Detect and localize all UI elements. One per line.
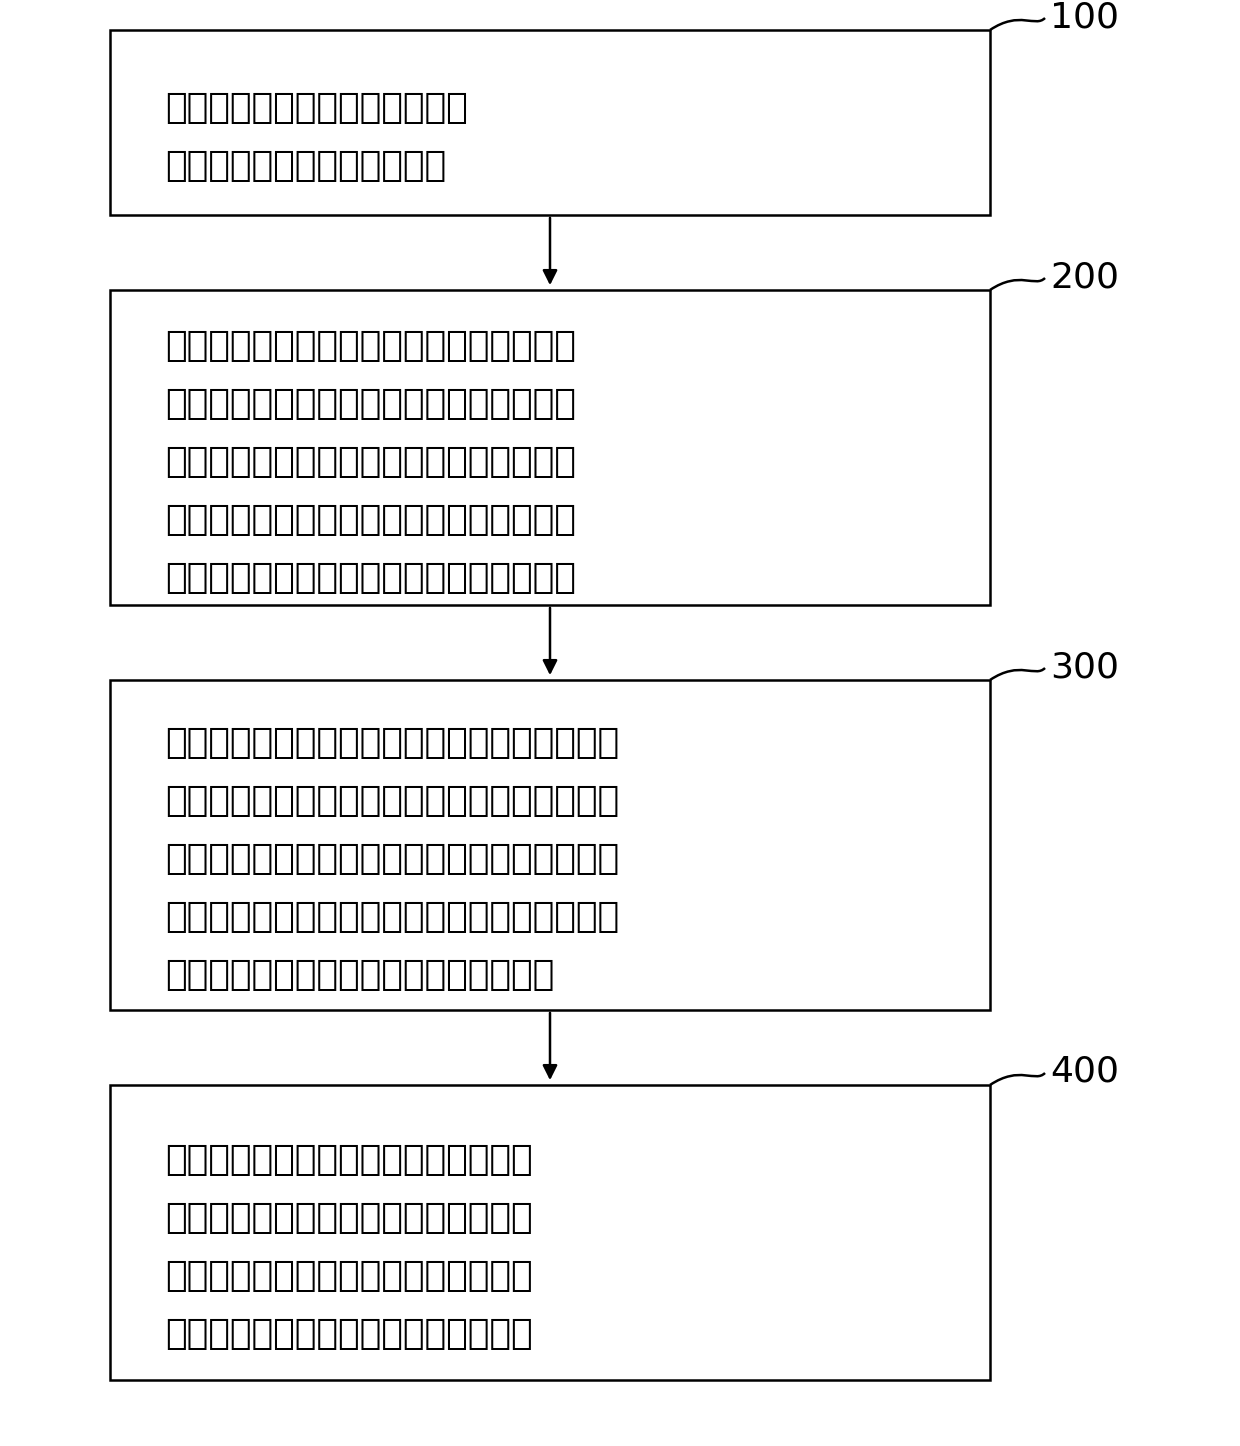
Text: 前接入的能源车充电；根据充电桩的最大功: 前接入的能源车充电；根据充电桩的最大功	[165, 444, 575, 479]
Text: 获取接入充电桩的能源车的充电: 获取接入充电桩的能源车的充电	[165, 91, 467, 124]
Text: 200: 200	[1050, 260, 1118, 294]
Text: 接入的能源车充电；若当前充电桩可用功率信息: 接入的能源车充电；若当前充电桩可用功率信息	[165, 842, 619, 876]
Bar	[110, 291, 990, 604]
Text: 可用功率信息以对当前接入的能源车充电: 可用功率信息以对当前接入的能源车充电	[165, 959, 554, 992]
Text: 400: 400	[1050, 1056, 1118, 1089]
Text: 率信息以及当前充电桩所输出的当前输出功: 率信息以及当前充电桩所输出的当前输出功	[165, 503, 575, 536]
Text: 率信息以形成所述当前充电桩可用功率信息: 率信息以形成所述当前充电桩可用功率信息	[165, 561, 575, 594]
Text: 功率以形成当前车辆功率信息: 功率以形成当前车辆功率信息	[165, 149, 446, 182]
Text: 率信息，充电桩根据当前车辆功率信息以对当前: 率信息，充电桩根据当前车辆功率信息以对当前	[165, 784, 619, 818]
Text: 300: 300	[1050, 651, 1118, 684]
Text: 接入充电桩的能源车根据接入充电桩的: 接入充电桩的能源车根据接入充电桩的	[165, 1258, 533, 1293]
Text: 100: 100	[1050, 0, 1118, 35]
Bar	[110, 680, 990, 1009]
Text: 息等于充电桩的最大功率信息时，后续: 息等于充电桩的最大功率信息时，后续	[165, 1200, 533, 1235]
Text: 若当前充电桩可用功率信息大于等于当前车辆功: 若当前充电桩可用功率信息大于等于当前车辆功	[165, 726, 619, 761]
Bar	[110, 30, 990, 215]
Text: 若当前充电桩所输出的当前输出功率信: 若当前充电桩所输出的当前输出功率信	[165, 1142, 533, 1177]
Text: 根据当前车辆功率信息以及预先获取的当前: 根据当前车辆功率信息以及预先获取的当前	[165, 328, 575, 363]
Text: 充电桩可用功率信息以匹配相应的功率对当: 充电桩可用功率信息以匹配相应的功率对当	[165, 386, 575, 421]
Bar	[110, 1084, 990, 1379]
Text: 先后顺序以形成充电优先级并等待充电: 先后顺序以形成充电优先级并等待充电	[165, 1316, 533, 1351]
Text: 小于当前车辆功率信息，充电桩根据当前充电桩: 小于当前车辆功率信息，充电桩根据当前充电桩	[165, 899, 619, 934]
